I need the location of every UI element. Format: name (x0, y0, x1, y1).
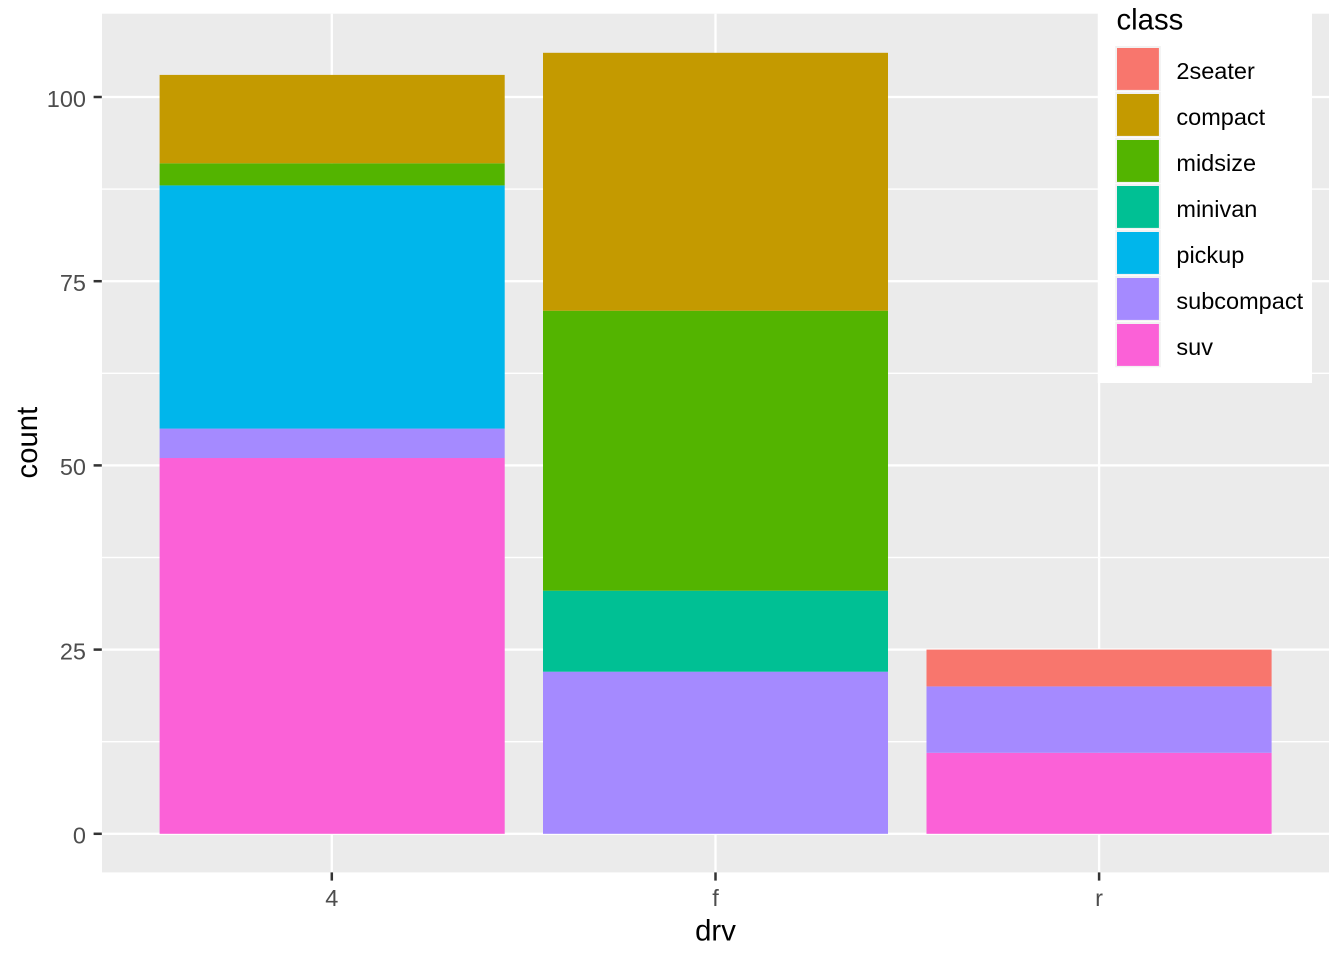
svg-text:drv: drv (695, 914, 736, 947)
svg-text:minivan: minivan (1176, 196, 1257, 222)
svg-text:2seater: 2seater (1176, 58, 1255, 84)
svg-text:pickup: pickup (1176, 242, 1244, 268)
svg-text:4: 4 (325, 885, 338, 911)
svg-text:f: f (712, 885, 719, 911)
svg-text:25: 25 (60, 638, 86, 664)
svg-text:75: 75 (60, 270, 86, 296)
svg-text:suv: suv (1176, 334, 1213, 360)
svg-text:50: 50 (60, 454, 86, 480)
svg-text:r: r (1095, 885, 1103, 911)
svg-text:100: 100 (47, 86, 86, 112)
svg-text:0: 0 (73, 823, 86, 849)
svg-text:count: count (11, 407, 44, 479)
svg-text:midsize: midsize (1176, 150, 1256, 176)
svg-text:compact: compact (1176, 104, 1265, 130)
svg-text:subcompact: subcompact (1176, 288, 1303, 314)
svg-text:class: class (1117, 4, 1184, 37)
